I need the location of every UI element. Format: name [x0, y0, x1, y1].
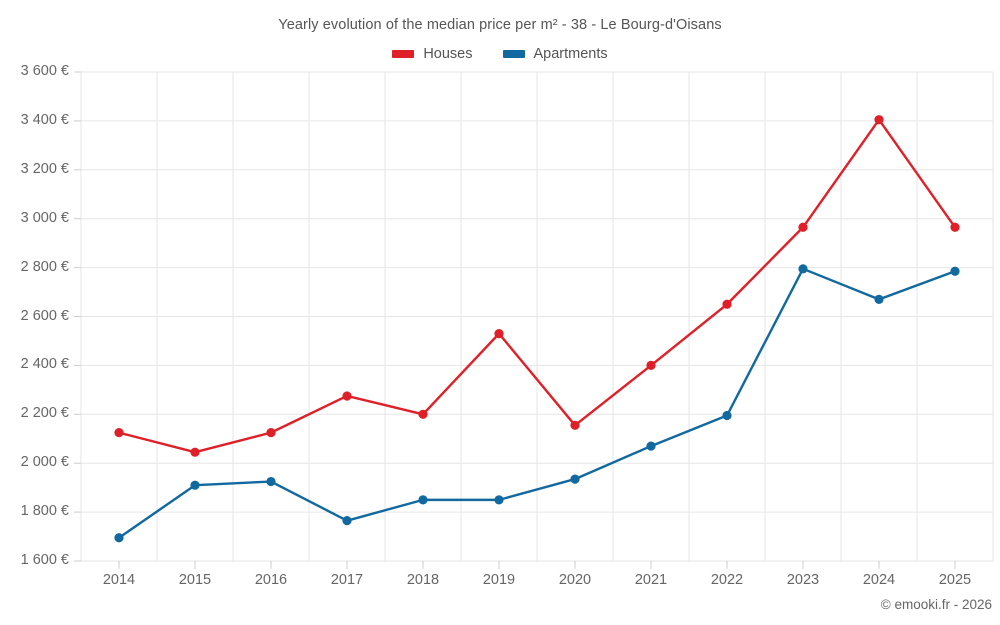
- y-axis-label: 3 600 €: [20, 63, 69, 79]
- data-point[interactable]: [646, 441, 656, 451]
- legend-swatch-icon: [392, 50, 415, 58]
- series-apartments: [114, 264, 960, 543]
- data-point[interactable]: [114, 533, 124, 543]
- data-point[interactable]: [266, 428, 276, 438]
- x-axis-label: 2014: [102, 572, 136, 588]
- gridlines-vertical: [80, 72, 994, 561]
- legend-label: Apartments: [533, 46, 608, 62]
- chart-title: Yearly evolution of the median price per…: [278, 17, 722, 33]
- y-axis-label: 2 600 €: [20, 307, 69, 324]
- x-axis-label: 2023: [786, 572, 820, 588]
- y-axis-label: 3 400 €: [20, 111, 69, 128]
- data-point[interactable]: [114, 428, 124, 438]
- y-axis-label: 2 400 €: [20, 356, 69, 373]
- x-axis-label: 2020: [558, 572, 592, 588]
- data-point[interactable]: [798, 264, 808, 274]
- y-axis-label: 1 800 €: [20, 503, 69, 520]
- data-point[interactable]: [494, 329, 504, 339]
- x-axis-label: 2021: [634, 572, 668, 588]
- data-point[interactable]: [418, 409, 428, 419]
- x-axis-label: 2016: [254, 572, 288, 588]
- data-point[interactable]: [190, 480, 200, 490]
- x-axis-label: 2015: [178, 572, 212, 588]
- x-axis-label: 2025: [938, 572, 972, 588]
- data-point[interactable]: [418, 495, 428, 505]
- data-point[interactable]: [722, 299, 732, 309]
- data-point[interactable]: [494, 495, 504, 505]
- data-point[interactable]: [570, 474, 580, 484]
- y-axis-label: 2 800 €: [20, 258, 69, 275]
- y-axis-label: 3 000 €: [20, 209, 69, 226]
- data-point[interactable]: [950, 222, 960, 232]
- data-point[interactable]: [190, 447, 200, 457]
- data-point[interactable]: [570, 420, 580, 430]
- data-point[interactable]: [266, 476, 276, 487]
- legend-label: Houses: [423, 46, 473, 62]
- x-axis-label: 2022: [710, 572, 744, 588]
- data-point[interactable]: [342, 391, 352, 401]
- legend-item-apartments[interactable]: Apartments: [502, 46, 608, 62]
- legend-item-houses[interactable]: Houses: [392, 46, 473, 62]
- chart-legend: Houses Apartments: [0, 46, 1000, 62]
- data-point[interactable]: [798, 222, 808, 232]
- data-point[interactable]: [722, 410, 732, 421]
- data-point[interactable]: [342, 516, 352, 526]
- x-axis-label: 2019: [482, 572, 516, 588]
- series-line: [117, 267, 957, 539]
- y-axis-label: 3 200 €: [20, 160, 69, 177]
- y-axis-label: 2 000 €: [20, 454, 69, 471]
- data-point[interactable]: [646, 360, 656, 370]
- y-axis-label: 1 600 €: [20, 552, 69, 568]
- series-houses: [114, 115, 960, 457]
- x-axis-label: 2017: [330, 572, 364, 588]
- series-line: [117, 118, 957, 454]
- legend-swatch-icon: [502, 50, 525, 58]
- data-point[interactable]: [950, 266, 960, 276]
- data-point[interactable]: [874, 115, 884, 125]
- y-axis-label: 2 200 €: [20, 405, 69, 422]
- x-axis-label: 2018: [406, 572, 440, 588]
- x-axis-ticks: [74, 71, 956, 569]
- data-point[interactable]: [874, 294, 884, 304]
- x-axis-label: 2024: [862, 572, 896, 588]
- credit-label: © emooki.fr - 2026: [880, 597, 992, 612]
